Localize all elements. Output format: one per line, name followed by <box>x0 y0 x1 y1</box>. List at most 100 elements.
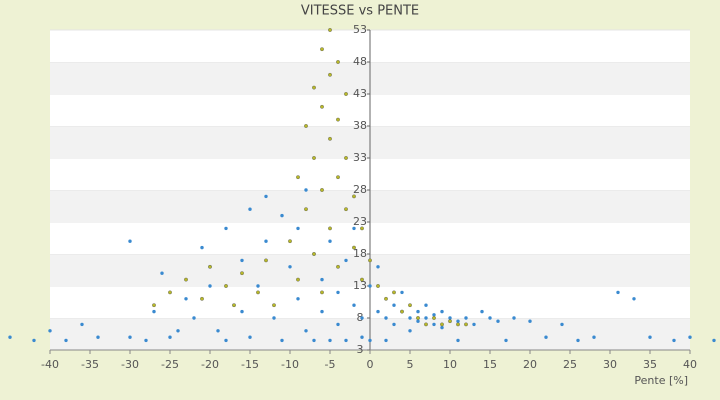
point <box>128 335 132 339</box>
x-tick-label: 0 <box>367 358 374 371</box>
point <box>432 316 436 320</box>
point <box>360 226 364 231</box>
y-tick-label: 33 <box>353 151 367 164</box>
point <box>296 226 300 231</box>
point <box>688 335 692 339</box>
point <box>360 277 364 282</box>
point <box>320 188 324 192</box>
point <box>200 245 204 250</box>
y-tick-label: 18 <box>353 247 367 260</box>
point <box>336 322 340 327</box>
point <box>368 258 372 263</box>
y-tick-label: 53 <box>353 23 367 36</box>
point <box>184 297 188 301</box>
y-tick-label: 28 <box>353 183 367 196</box>
point <box>408 316 412 320</box>
point <box>368 284 372 288</box>
point <box>320 309 324 314</box>
point <box>304 188 308 192</box>
point <box>152 303 156 308</box>
point <box>32 338 36 343</box>
point <box>256 290 260 295</box>
point <box>416 316 420 320</box>
point <box>336 264 340 269</box>
point <box>368 338 372 343</box>
point <box>320 277 324 282</box>
point <box>168 290 172 295</box>
point <box>128 239 132 243</box>
point <box>232 303 236 308</box>
point <box>416 319 420 323</box>
point <box>184 277 188 282</box>
point <box>376 265 380 269</box>
point <box>176 329 180 333</box>
point <box>424 322 428 327</box>
point <box>712 338 716 343</box>
point <box>96 335 100 339</box>
x-tick-label: 25 <box>563 358 577 371</box>
point <box>336 175 340 180</box>
point <box>328 136 332 141</box>
x-tick-label: -5 <box>325 358 336 371</box>
point <box>240 258 244 263</box>
point <box>312 85 316 90</box>
point <box>352 226 356 231</box>
point <box>632 297 636 301</box>
point <box>456 319 460 323</box>
point <box>248 207 252 211</box>
point <box>360 316 364 320</box>
point <box>616 290 620 295</box>
point <box>448 319 452 324</box>
y-tick-label: 13 <box>353 279 367 292</box>
point <box>328 338 332 343</box>
x-tick-label: 15 <box>483 358 497 371</box>
x-tick-label: -40 <box>41 358 59 371</box>
point <box>288 265 292 269</box>
point <box>528 319 532 323</box>
point <box>360 335 364 339</box>
y-tick-label: 38 <box>353 119 367 132</box>
point <box>200 296 204 301</box>
point <box>648 335 652 339</box>
point <box>256 284 260 288</box>
point <box>560 322 564 327</box>
point <box>384 296 388 301</box>
point <box>328 239 332 243</box>
point <box>320 104 324 109</box>
point <box>296 277 300 282</box>
point <box>464 316 468 320</box>
y-tick-label: 48 <box>353 55 367 68</box>
point <box>456 322 460 327</box>
point <box>240 271 244 276</box>
point <box>216 329 220 333</box>
point <box>488 316 492 320</box>
x-tick-label: 10 <box>443 358 457 371</box>
y-tick-label: 3 <box>357 343 364 356</box>
point <box>512 316 516 320</box>
point <box>352 245 356 250</box>
point <box>272 316 276 320</box>
point <box>480 309 484 314</box>
point <box>392 322 396 327</box>
point <box>208 284 212 288</box>
point <box>272 303 276 308</box>
y-tick-label: 8 <box>357 311 364 324</box>
point <box>344 338 348 343</box>
point <box>304 124 308 128</box>
point <box>336 60 340 64</box>
point <box>352 194 356 199</box>
point <box>336 290 340 295</box>
point <box>672 338 676 343</box>
point <box>304 207 308 212</box>
point <box>352 303 356 307</box>
x-tick-label: 5 <box>407 358 414 371</box>
point <box>392 290 396 295</box>
point <box>64 338 68 343</box>
point <box>248 335 252 339</box>
point <box>376 309 380 314</box>
point <box>472 322 476 327</box>
point <box>576 338 580 343</box>
point <box>496 319 500 323</box>
point <box>344 156 348 160</box>
